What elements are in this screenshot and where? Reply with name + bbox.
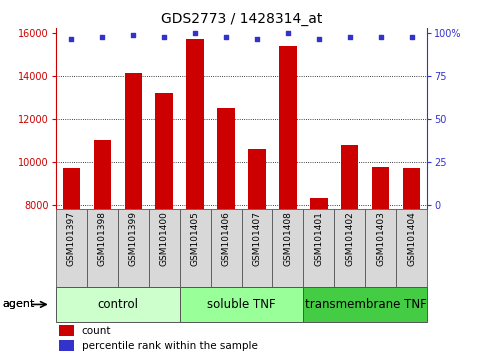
Point — [98, 34, 106, 40]
Text: GSM101398: GSM101398 — [98, 211, 107, 266]
Text: GSM101399: GSM101399 — [128, 211, 138, 266]
Bar — [248, 149, 266, 209]
Bar — [56, 209, 86, 287]
Bar — [311, 198, 327, 209]
Text: agent: agent — [2, 299, 35, 309]
Point — [408, 34, 416, 40]
Text: GSM101407: GSM101407 — [253, 211, 261, 266]
Bar — [341, 145, 358, 209]
Point — [129, 32, 137, 38]
Text: GSM101402: GSM101402 — [345, 211, 355, 266]
Text: GSM101406: GSM101406 — [222, 211, 230, 266]
Bar — [180, 287, 303, 322]
Bar — [303, 287, 427, 322]
Bar — [334, 209, 366, 287]
Bar — [86, 209, 117, 287]
Text: GSM101401: GSM101401 — [314, 211, 324, 266]
Bar — [280, 46, 297, 209]
Bar — [59, 340, 74, 352]
Point — [253, 36, 261, 41]
Text: control: control — [97, 298, 138, 311]
Bar — [59, 325, 74, 336]
Bar — [303, 209, 334, 287]
Bar — [125, 73, 142, 209]
Bar — [217, 108, 235, 209]
Bar — [62, 168, 80, 209]
Bar — [180, 209, 211, 287]
Point — [160, 34, 168, 40]
Point — [222, 34, 230, 40]
Bar — [366, 209, 397, 287]
Text: GSM101405: GSM101405 — [190, 211, 199, 266]
Bar — [403, 168, 421, 209]
Bar — [211, 209, 242, 287]
Text: GSM101400: GSM101400 — [159, 211, 169, 266]
Point — [191, 31, 199, 36]
Text: agent: agent — [2, 299, 35, 309]
Point — [346, 34, 354, 40]
Title: GDS2773 / 1428314_at: GDS2773 / 1428314_at — [161, 12, 322, 26]
Bar — [272, 209, 303, 287]
Text: GSM101408: GSM101408 — [284, 211, 293, 266]
Bar — [56, 287, 180, 322]
Text: GSM101397: GSM101397 — [67, 211, 75, 266]
Point — [284, 31, 292, 36]
Bar — [372, 167, 389, 209]
Text: GSM101403: GSM101403 — [376, 211, 385, 266]
Point — [315, 36, 323, 41]
Bar — [117, 209, 149, 287]
Text: transmembrane TNF: transmembrane TNF — [305, 298, 426, 311]
Bar — [156, 93, 172, 209]
Text: GSM101404: GSM101404 — [408, 211, 416, 266]
Bar — [186, 39, 203, 209]
Bar — [149, 209, 180, 287]
Text: percentile rank within the sample: percentile rank within the sample — [82, 341, 257, 351]
Bar — [397, 209, 427, 287]
Bar — [242, 209, 272, 287]
Bar — [94, 140, 111, 209]
Point — [377, 34, 385, 40]
Text: count: count — [82, 326, 111, 336]
Point — [67, 36, 75, 41]
Text: soluble TNF: soluble TNF — [207, 298, 276, 311]
